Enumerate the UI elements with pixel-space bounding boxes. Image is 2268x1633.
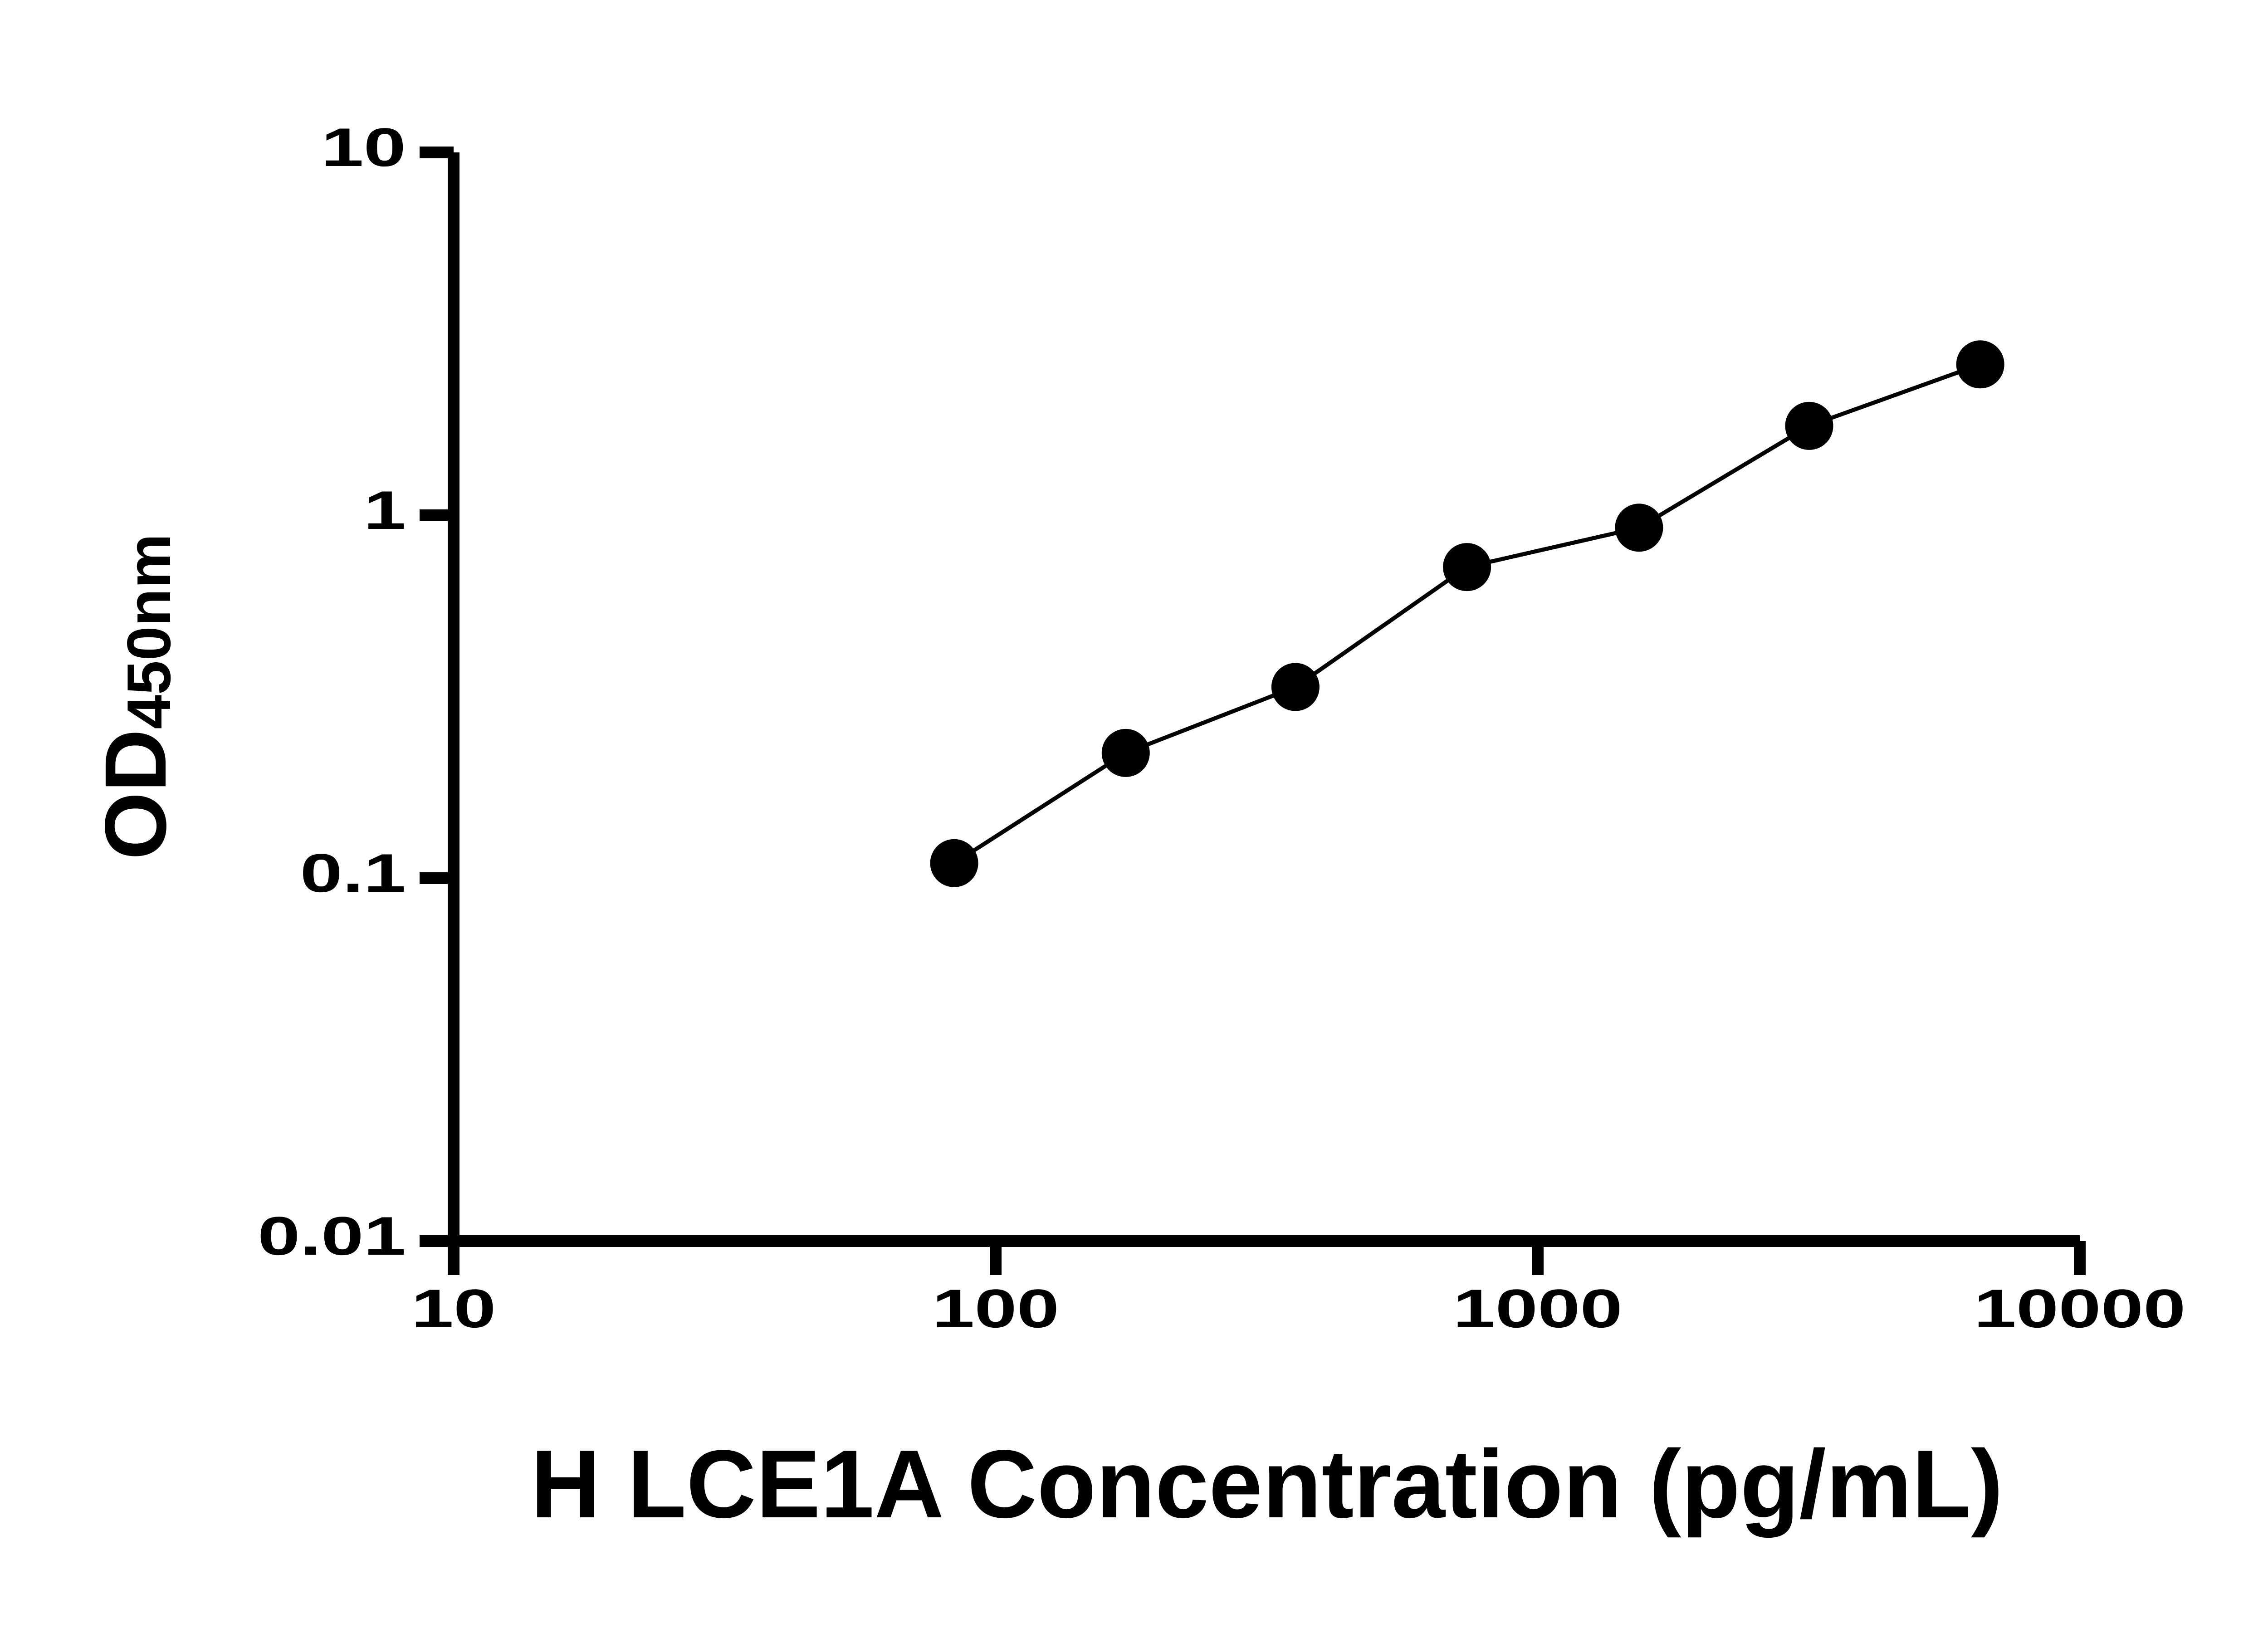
svg-text:0.1: 0.1 xyxy=(300,842,406,903)
svg-text:100: 100 xyxy=(932,1278,1059,1339)
svg-text:1000: 1000 xyxy=(1453,1278,1623,1339)
svg-text:1: 1 xyxy=(364,479,406,540)
svg-text:H LCE1A Concentration (pg/mL): H LCE1A Concentration (pg/mL) xyxy=(531,1430,2003,1538)
svg-text:0.01: 0.01 xyxy=(258,1205,406,1266)
svg-text:10000: 10000 xyxy=(1974,1278,2185,1339)
svg-text:10: 10 xyxy=(411,1278,496,1339)
svg-text:10: 10 xyxy=(321,117,406,177)
